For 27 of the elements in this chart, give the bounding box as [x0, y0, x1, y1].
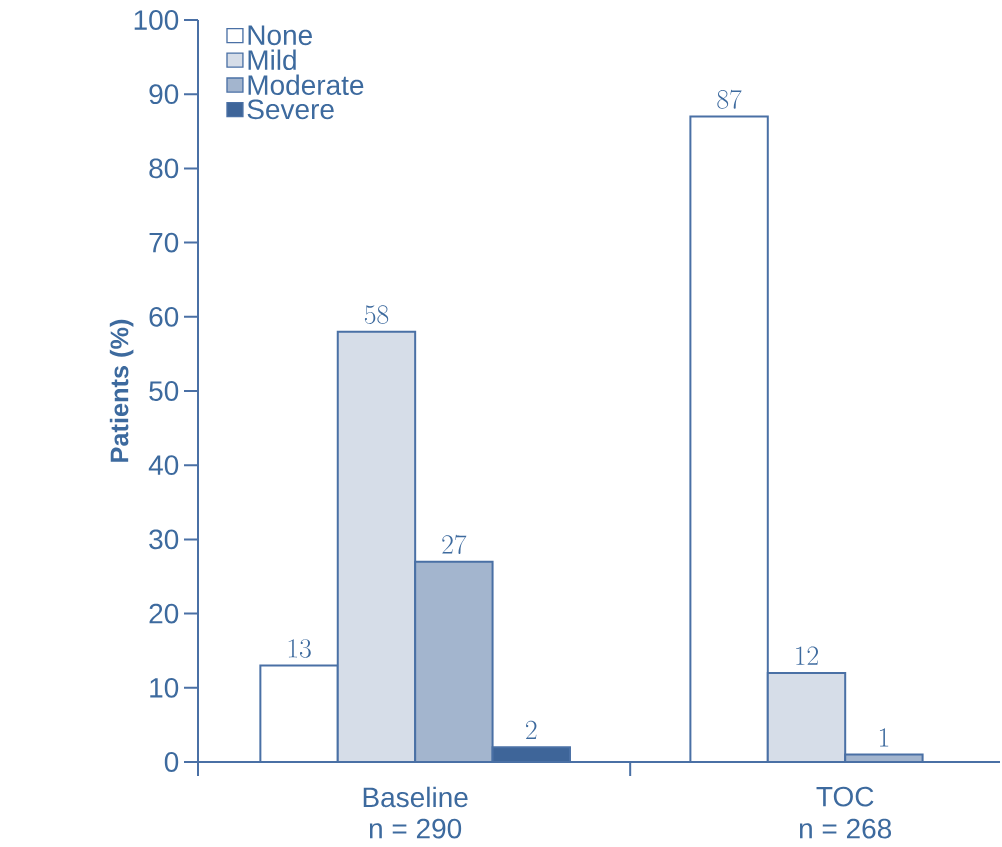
data-label: 13 — [288, 639, 311, 658]
y-tick-label: 30 — [149, 529, 179, 550]
y-tick-label: 50 — [149, 381, 179, 401]
y-tick-label: 40 — [148, 455, 179, 476]
x-tick-label: Baseline — [363, 786, 468, 808]
y-tick-label: 80 — [149, 158, 179, 179]
data-label: 2 — [526, 720, 537, 740]
y-tick-label: 0 — [164, 752, 179, 772]
y-tick-label: 90 — [149, 84, 179, 105]
data-label: 12 — [796, 646, 818, 665]
legend-label: Severe — [247, 99, 334, 120]
data-label: 58 — [364, 305, 389, 324]
data-label: 1 — [879, 728, 889, 747]
text: n = 290 — [369, 818, 462, 839]
y-tick-label: 60 — [149, 306, 179, 327]
y-tick-label: 100 — [134, 10, 179, 30]
y-tick-label: 20 — [149, 603, 179, 624]
y-axis-title: Patients (%) — [109, 319, 134, 462]
y-tick-label: 10 — [150, 677, 179, 698]
legend-label: None — [248, 25, 312, 46]
data-label: 27 — [442, 534, 467, 554]
legend-label: Mild — [248, 49, 296, 71]
text: n = 268 — [799, 818, 892, 839]
legend-label: Moderate — [248, 74, 364, 96]
y-tick-label: 70 — [149, 232, 179, 253]
data-label: 87 — [717, 89, 742, 109]
x-tick-label: TOC — [816, 786, 874, 807]
